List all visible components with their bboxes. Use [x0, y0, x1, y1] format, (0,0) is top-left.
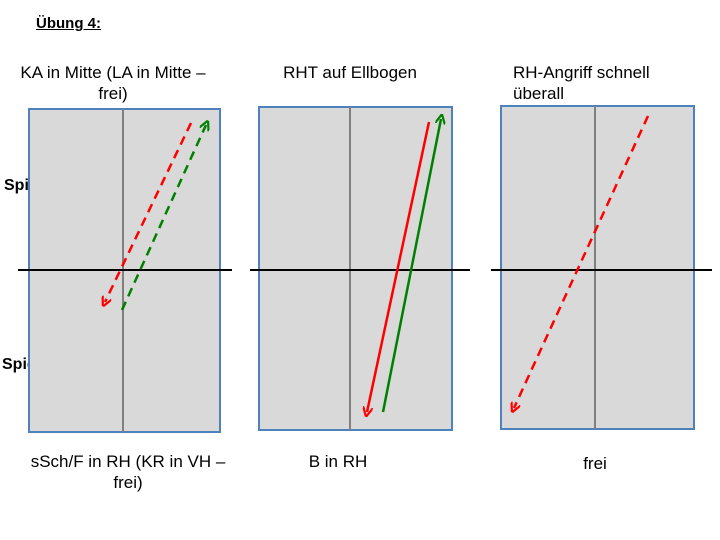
panel-2-top-label: RHT auf Ellbogen — [283, 63, 417, 82]
exercise-heading: Übung 4: — [36, 15, 101, 32]
table-panel-2 — [250, 106, 470, 431]
panel-1-bottom-label: sSch/F in RH (KR in VH – frei) — [30, 452, 226, 492]
ball-path-green-1 — [120, 125, 206, 311]
table-panel-3 — [491, 105, 712, 430]
panel-2-bottom-label: B in RH — [308, 452, 368, 471]
panel-1-top-label: KA in Mitte (LA in Mitte – frei) — [20, 63, 206, 103]
panel-3-bottom-label: frei — [583, 454, 607, 473]
ball-path-green-2 — [381, 119, 441, 413]
ball-path-red-3 — [514, 115, 650, 408]
table-3 — [500, 105, 695, 430]
ball-path-red-2 — [367, 121, 431, 412]
ball-path-red-1 — [105, 122, 193, 302]
table-panel-1 — [18, 108, 232, 433]
panel-3-top-label: RH-Angriff schnell überall — [513, 63, 650, 103]
